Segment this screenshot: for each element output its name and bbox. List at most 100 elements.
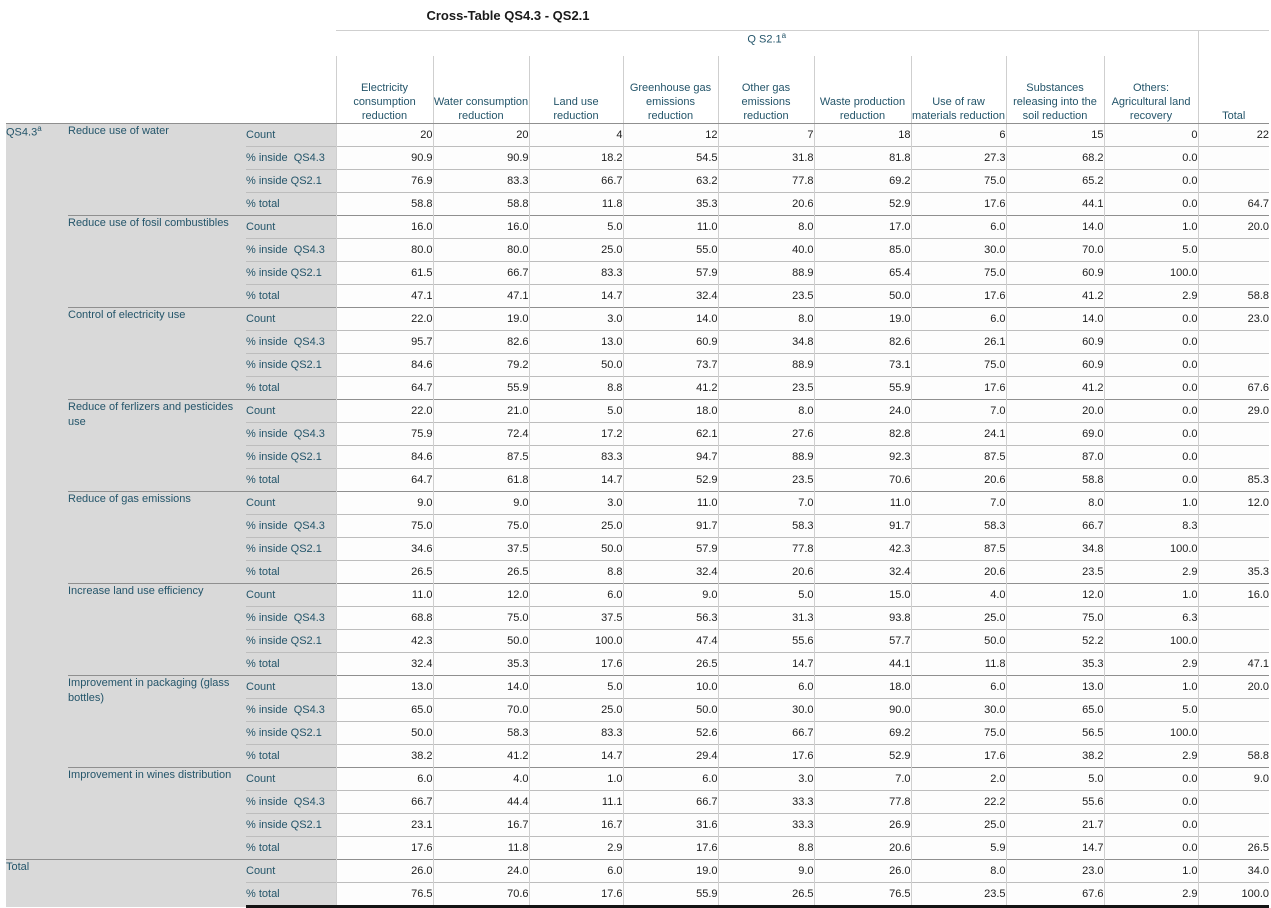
data-cell: 100.0 <box>1103 261 1198 285</box>
data-cell: 21.7 <box>1005 813 1104 837</box>
data-cell: 8.3 <box>1103 514 1198 538</box>
data-cell: 7.0 <box>910 491 1006 515</box>
data-cell: 0.0 <box>1103 422 1198 446</box>
data-cell: 66.7 <box>528 169 623 193</box>
data-cell: 26.0 <box>813 859 911 883</box>
data-cell: 64.7 <box>335 468 433 492</box>
data-cell: 0 <box>1103 123 1198 147</box>
data-cell: 2.9 <box>528 836 623 860</box>
column-header: Other gas emissions reduction <box>717 56 814 124</box>
data-cell: 17.0 <box>813 215 911 239</box>
stat-label: % inside QS4.3 <box>246 146 336 170</box>
data-cell: 90.9 <box>432 146 529 170</box>
data-cell: 60.9 <box>1005 261 1104 285</box>
stat-label: % total <box>246 192 336 216</box>
header-stub-spacer <box>6 30 336 56</box>
data-cell: 41.2 <box>1005 376 1104 400</box>
data-cell: 16.7 <box>528 813 623 837</box>
data-cell: 58.8 <box>1197 744 1269 768</box>
data-cell: 25.0 <box>910 813 1006 837</box>
data-cell: 18.0 <box>622 399 718 423</box>
row-group-label: Increase land use efficiency <box>68 583 246 676</box>
data-cell: 88.9 <box>717 261 814 285</box>
data-cell: 82.8 <box>813 422 911 446</box>
data-cell: 65.0 <box>335 698 433 722</box>
data-cell: 80.0 <box>335 238 433 262</box>
data-cell: 50.0 <box>335 721 433 745</box>
data-cell: 50.0 <box>528 537 623 561</box>
data-cell: 55.9 <box>432 376 529 400</box>
data-cell: 100.0 <box>1197 882 1269 908</box>
column-header: Substances releasing into the soil reduc… <box>1005 56 1104 124</box>
data-cell: 61.5 <box>335 261 433 285</box>
data-cell: 76.5 <box>335 882 433 908</box>
data-cell: 1.0 <box>1103 859 1198 883</box>
data-cell: 15.0 <box>813 583 911 607</box>
cross-table: Q S2.1a Electricity consumption reduction… <box>6 30 1269 908</box>
table-body: QS4.3a Reduce use of water Count 20 20 4 12 7 18… <box>6 123 1269 908</box>
data-cell: 62.1 <box>622 422 718 446</box>
data-cell: 75.0 <box>432 606 529 630</box>
data-cell: 32.4 <box>622 560 718 584</box>
data-cell: 14.0 <box>1005 215 1104 239</box>
stat-label: Count <box>246 583 336 607</box>
footnote-marker: a <box>781 31 787 40</box>
data-cell: 52.2 <box>1005 629 1104 653</box>
data-cell: 60.9 <box>1005 330 1104 354</box>
data-cell: 6 <box>910 123 1006 147</box>
data-cell: 77.8 <box>813 790 911 814</box>
data-cell: 5.0 <box>1103 698 1198 722</box>
data-cell <box>1197 606 1269 630</box>
data-cell: 57.9 <box>622 261 718 285</box>
data-cell: 29.0 <box>1197 399 1269 423</box>
data-cell <box>1197 629 1269 653</box>
stat-label: % total <box>246 468 336 492</box>
data-cell <box>1197 698 1269 722</box>
data-cell: 2.9 <box>1103 744 1198 768</box>
data-cell: 1.0 <box>1103 215 1198 239</box>
data-cell: 35.3 <box>432 652 529 676</box>
data-cell: 64.7 <box>335 376 433 400</box>
data-cell: 1.0 <box>1103 675 1198 699</box>
data-cell: 20.6 <box>717 192 814 216</box>
data-cell: 30.0 <box>910 698 1006 722</box>
data-cell: 31.8 <box>717 146 814 170</box>
data-cell: 57.9 <box>622 537 718 561</box>
data-cell: 6.0 <box>622 767 718 791</box>
data-cell: 11.1 <box>528 790 623 814</box>
data-cell: 33.3 <box>717 790 814 814</box>
data-cell: 13.0 <box>335 675 433 699</box>
data-cell: 70.6 <box>432 882 529 908</box>
table-title: Cross-Table QS4.3 - QS2.1 <box>426 8 590 23</box>
data-cell: 9.0 <box>1197 767 1269 791</box>
data-cell: 66.7 <box>335 790 433 814</box>
data-cell <box>1197 261 1269 285</box>
data-cell: 3.0 <box>528 307 623 331</box>
stat-label: % total <box>246 836 336 860</box>
data-cell: 50.0 <box>528 353 623 377</box>
data-cell: 60.9 <box>622 330 718 354</box>
data-cell: 24.0 <box>813 399 911 423</box>
data-cell: 65.2 <box>1005 169 1104 193</box>
data-cell: 94.7 <box>622 445 718 469</box>
data-cell: 92.3 <box>813 445 911 469</box>
data-cell: 25.0 <box>528 514 623 538</box>
stat-label: Count <box>246 123 336 147</box>
data-cell: 52.9 <box>622 468 718 492</box>
data-cell: 23.5 <box>717 468 814 492</box>
data-cell: 37.5 <box>432 537 529 561</box>
data-cell: 24.0 <box>432 859 529 883</box>
data-cell: 72.4 <box>432 422 529 446</box>
data-cell: 38.2 <box>335 744 433 768</box>
data-cell: 23.5 <box>717 376 814 400</box>
data-cell: 54.5 <box>622 146 718 170</box>
data-cell: 88.9 <box>717 445 814 469</box>
row-group-label: Improvement in packaging (glass bottles) <box>68 675 246 768</box>
data-cell: 58.3 <box>910 514 1006 538</box>
data-cell: 76.5 <box>813 882 911 908</box>
data-cell: 8.8 <box>528 560 623 584</box>
data-cell: 0.0 <box>1103 468 1198 492</box>
stat-label: Count <box>246 491 336 515</box>
data-cell <box>1197 445 1269 469</box>
data-cell: 6.0 <box>528 583 623 607</box>
